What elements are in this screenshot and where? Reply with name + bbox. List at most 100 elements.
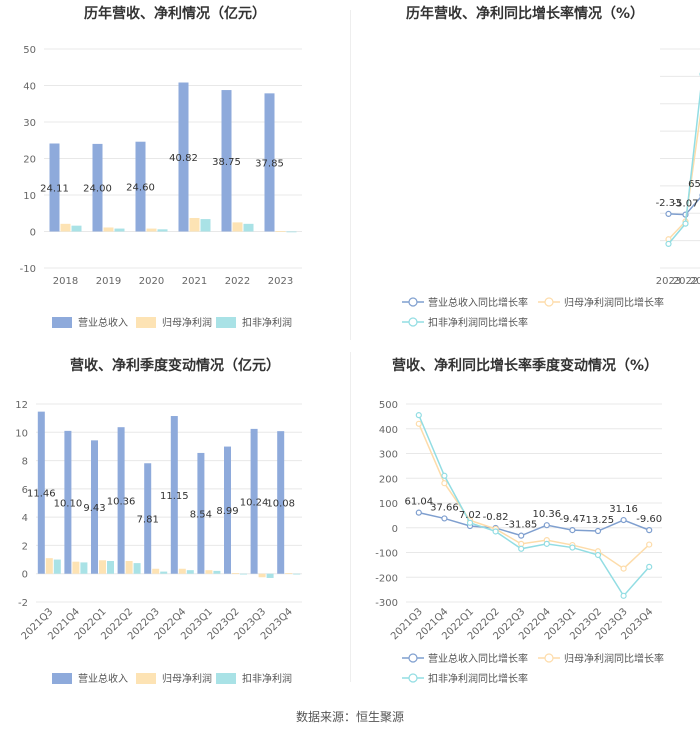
legend-label: 扣非净利润 <box>242 672 292 685</box>
bar-deducted-profit <box>243 223 254 232</box>
legend-label: 归母净利润同比增长率 <box>564 652 664 665</box>
data-label: 65.92 <box>688 179 700 190</box>
chart-svg: 营收、净利季度变动情况（亿元）-20246810122021Q32021Q420… <box>15 357 302 685</box>
bar-revenue <box>277 431 285 574</box>
bar-deducted-profit <box>80 562 88 574</box>
data-label: 37.66 <box>430 502 459 513</box>
bar-revenue <box>91 440 98 574</box>
data-label: 9.43 <box>83 503 105 514</box>
legend-label: 扣非净利润同比增长率 <box>428 316 528 329</box>
data-point <box>518 532 525 539</box>
chart-svg: 历年营收、净利情况（亿元） -10 0 10 20 30 40 50 2018 2019 2020 2… <box>20 5 302 329</box>
y-tick-label: -100 <box>375 549 398 560</box>
divider <box>350 352 351 682</box>
bar-deducted-profit <box>293 573 301 575</box>
bar-net-profit <box>232 573 239 574</box>
chart-title: 营收、净利季度变动情况（亿元） <box>70 357 280 374</box>
data-point <box>646 563 653 570</box>
bar-net-profit <box>60 223 71 232</box>
y-tick-label: 0 <box>22 570 28 581</box>
data-point <box>620 592 627 599</box>
bar-deducted-profit <box>133 563 141 574</box>
y-tick-label: 30 <box>23 118 36 129</box>
data-label: 38.75 <box>212 157 241 168</box>
data-label: -0.82 <box>483 512 509 523</box>
data-point <box>594 551 602 559</box>
data-point <box>594 527 602 535</box>
bar-deducted-profit <box>107 560 114 574</box>
data-label: 10.24 <box>240 497 269 508</box>
legend-label: 归母净利润 <box>162 672 212 685</box>
y-tick-label: 500 <box>379 400 398 411</box>
data-point <box>441 515 448 522</box>
bar-deducted-profit <box>213 570 221 574</box>
data-point <box>682 220 689 227</box>
y-tick-label: -300 <box>375 598 398 609</box>
data-point <box>665 210 672 217</box>
legend-swatch <box>216 673 236 684</box>
grid <box>660 48 700 269</box>
data-label: 11.46 <box>27 489 56 500</box>
x-tick-label: 2023 <box>268 276 293 287</box>
data-label: 24.11 <box>40 183 69 194</box>
y-tick-label: 50 <box>23 45 36 56</box>
data-point <box>569 544 576 551</box>
data-label: -13.25 <box>582 515 614 526</box>
bar-revenue <box>264 93 275 232</box>
data-label: 7.81 <box>137 514 159 525</box>
x-tick-label: 2018 <box>53 276 78 287</box>
series-line <box>667 89 700 245</box>
y-tick-label: 6 <box>22 485 28 496</box>
legend-label: 归母净利润 <box>162 316 212 329</box>
data-label: 11.15 <box>160 491 189 502</box>
data-point <box>441 472 448 479</box>
bar-revenue <box>144 463 152 574</box>
bar-net-profit <box>125 560 133 574</box>
bar-net-profit <box>205 570 213 574</box>
y-tick-label: -10 <box>20 264 36 275</box>
grid <box>36 403 302 603</box>
grid <box>44 48 302 269</box>
data-point <box>492 528 499 535</box>
series-line <box>418 423 650 570</box>
bar-revenue <box>170 416 178 574</box>
legend-marker <box>544 653 554 663</box>
x-tick-label: 2023 <box>656 276 681 287</box>
chart-title: 历年营收、净利情况（亿元） <box>84 5 266 22</box>
y-tick-label: 12 <box>15 400 28 411</box>
bar-net-profit <box>275 231 286 232</box>
data-label: -9.60 <box>636 514 662 525</box>
legend-label: 扣非净利润 <box>242 316 292 329</box>
bar-revenue <box>37 411 45 574</box>
data-point <box>518 545 525 552</box>
bar-revenue <box>197 452 205 574</box>
bar-revenue <box>64 430 72 574</box>
y-tick-label: 0 <box>30 228 36 239</box>
legend-marker <box>408 317 418 327</box>
bar-net-profit <box>232 222 243 232</box>
legend-swatch <box>52 673 72 684</box>
bar-revenue <box>221 90 232 232</box>
data-label: 31.16 <box>609 504 638 515</box>
data-label: -5.07 <box>673 199 699 210</box>
y-tick-label: 20 <box>23 155 36 166</box>
bar-net-profit <box>152 568 160 574</box>
data-source: 数据来源：恒生聚源 <box>295 710 404 724</box>
data-point <box>646 527 653 534</box>
bar-revenue <box>250 428 258 574</box>
legend-label: 营业总收入 <box>78 672 128 685</box>
y-tick-label: 400 <box>379 425 398 436</box>
series-line <box>667 112 700 240</box>
data-label: 24.00 <box>83 184 112 195</box>
legend-label: 营业总收入 <box>78 316 128 329</box>
legend-marker <box>408 297 418 307</box>
bar-net-profit <box>285 573 293 574</box>
data-label: 8.99 <box>216 506 238 517</box>
bar-net-profit <box>72 561 80 574</box>
y-tick-label: 2 <box>22 541 28 552</box>
bar-deducted-profit <box>286 231 297 233</box>
x-tick-label: 2020 <box>139 276 164 287</box>
y-tick-label: 200 <box>379 474 398 485</box>
grid <box>406 403 662 603</box>
